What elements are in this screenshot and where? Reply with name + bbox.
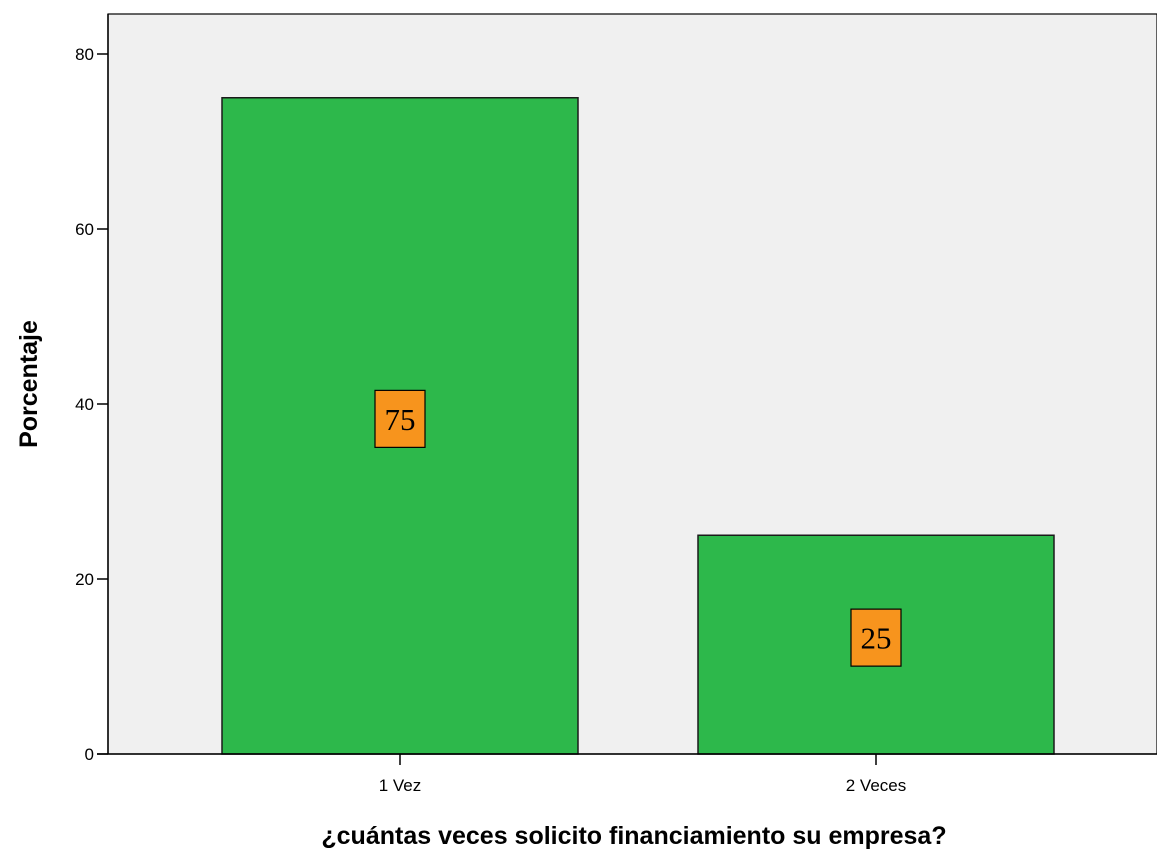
- x-tick-label: 2 Veces: [846, 776, 907, 795]
- y-axis-title: Porcentaje: [15, 320, 43, 448]
- y-tick-label: 60: [75, 220, 94, 239]
- data-labels-layer: 75 25: [374, 389, 902, 667]
- y-axis: 0 20 40 60 80: [75, 14, 109, 764]
- data-label-box: [374, 389, 426, 448]
- y-tick-label: 0: [85, 745, 94, 764]
- data-label: 25: [861, 621, 892, 656]
- x-axis: 1 Vez 2 Veces: [97, 753, 1157, 795]
- data-label: 75: [385, 402, 416, 437]
- y-tick-label: 40: [75, 395, 94, 414]
- y-tick-label: 80: [75, 45, 94, 64]
- y-tick-label: 20: [75, 570, 94, 589]
- x-tick-label: 1 Vez: [379, 776, 422, 795]
- x-axis-title: ¿cuántas veces solicito financiamiento s…: [321, 822, 946, 850]
- data-label-box: [850, 608, 902, 667]
